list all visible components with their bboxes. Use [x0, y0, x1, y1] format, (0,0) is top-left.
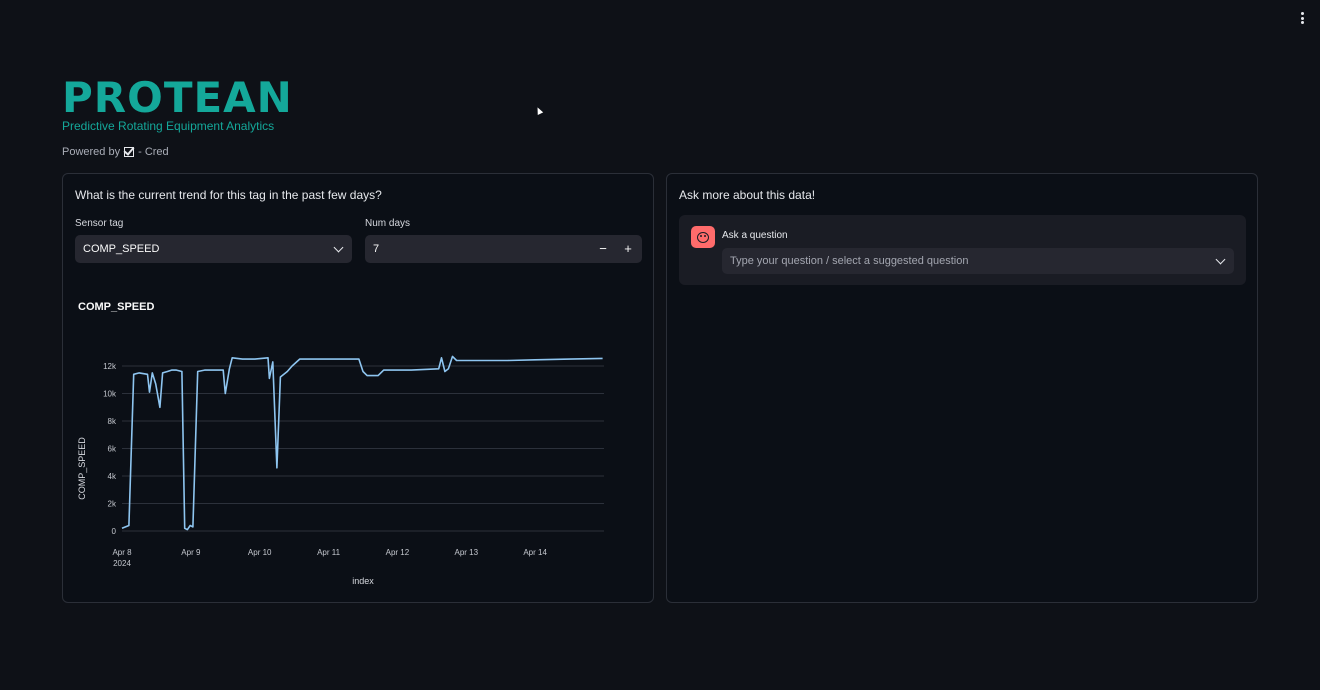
checkbox-logo-icon — [124, 147, 135, 157]
x-tick-label: Apr 13 — [454, 548, 478, 557]
menu-dot-icon — [1300, 21, 1304, 24]
sensor-tag-label: Sensor tag — [75, 218, 124, 229]
y-tick-label: 8k — [108, 417, 117, 426]
brand-subtitle: Predictive Rotating Equipment Analytics — [62, 119, 275, 133]
trend-card: What is the current trend for this tag i… — [62, 173, 654, 603]
x-tick-label: Apr 14 — [523, 548, 547, 557]
x-axis-title: index — [352, 576, 374, 586]
question-placeholder: Type your question / select a suggested … — [730, 255, 969, 267]
x-tick-label: Apr 10 — [248, 548, 272, 557]
y-tick-label: 12k — [103, 362, 117, 371]
y-axis-ticks: 0 2k 4k 6k 8k 10k 12k — [103, 362, 117, 536]
brand-title: PROTEAN — [62, 73, 293, 122]
chat-title: Ask more about this data! — [679, 188, 816, 202]
assistant-avatar-icon — [691, 226, 715, 248]
x-axis-ticks: Apr 8 2024 Apr 9 Apr 10 Apr 11 Apr 12 Apr 13 Ap… — [112, 548, 547, 568]
mouse-cursor-icon — [534, 106, 544, 115]
increment-button[interactable]: + — [624, 241, 632, 256]
chat-card: Ask more about this data! Ask a question… — [666, 173, 1258, 603]
question-select[interactable]: Type your question / select a suggested … — [722, 248, 1234, 274]
x-tick-label: Apr 11 — [317, 548, 341, 557]
y-tick-label: 2k — [108, 500, 117, 509]
num-days-label: Num days — [365, 218, 411, 229]
menu-dot-icon — [1300, 16, 1304, 20]
chart-gridlines — [122, 365, 604, 532]
powered-by-suffix: - Cred — [138, 146, 169, 158]
powered-by: Powered by - Cred — [62, 146, 169, 158]
chevron-down-icon — [1215, 254, 1226, 265]
num-days-input[interactable]: 7 − + — [365, 235, 642, 263]
chevron-down-icon — [333, 242, 344, 253]
ask-question-label: Ask a question — [722, 230, 788, 241]
chart-title: COMP_SPEED — [78, 301, 155, 313]
trend-question: What is the current trend for this tag i… — [75, 188, 382, 202]
chat-message-box: Ask a question Type your question / sele… — [679, 215, 1246, 285]
x-tick-label: Apr 12 — [386, 548, 410, 557]
y-tick-label: 4k — [108, 472, 117, 481]
x-tick-label: Apr 8 — [112, 548, 132, 557]
menu-dot-icon — [1300, 12, 1304, 15]
brand-logo: PROTEAN Predictive Rotating Equipment An… — [62, 73, 293, 134]
series-line — [121, 355, 603, 531]
main-menu-button[interactable] — [1296, 10, 1308, 26]
num-days-value: 7 — [373, 243, 380, 255]
sensor-tag-value: COMP_SPEED — [83, 243, 160, 255]
y-tick-label: 0 — [112, 527, 117, 536]
decrement-button[interactable]: − — [599, 241, 607, 256]
x-tick-label: Apr 9 — [181, 548, 201, 557]
y-axis-title: COMP_SPEED — [77, 437, 87, 500]
y-tick-label: 10k — [103, 390, 117, 399]
x-tick-sublabel: 2024 — [113, 559, 131, 568]
sensor-tag-select[interactable]: COMP_SPEED — [75, 235, 352, 263]
y-tick-label: 6k — [108, 445, 117, 454]
powered-by-label: Powered by — [62, 146, 121, 158]
